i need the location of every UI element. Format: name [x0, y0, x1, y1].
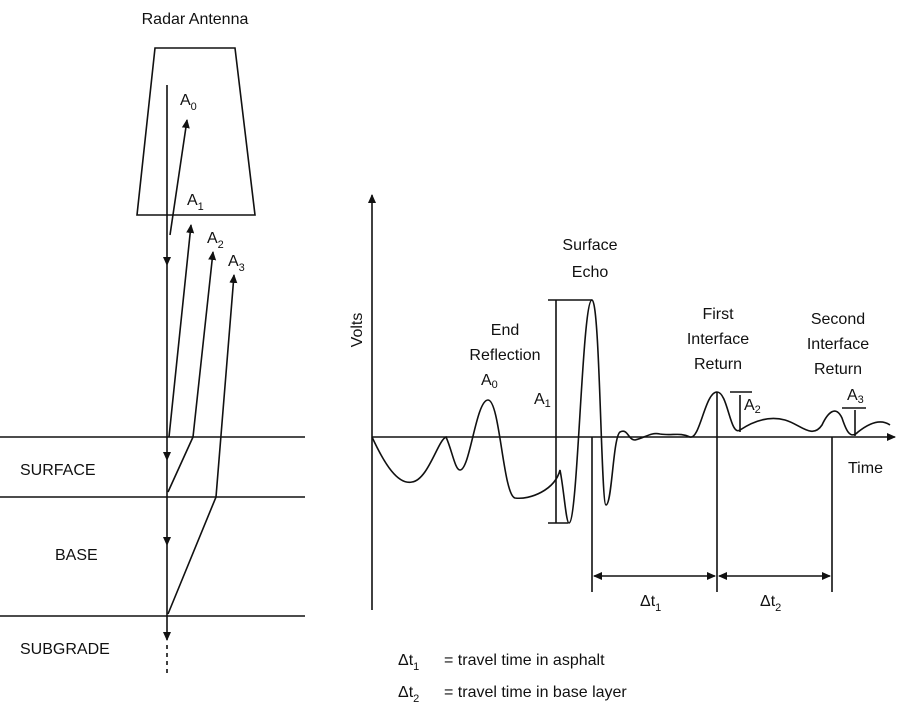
annotation: End Reflection	[469, 322, 540, 364]
amplitude-label: A1	[187, 192, 204, 213]
index: 0	[191, 101, 197, 113]
annotation: First Interface Return	[687, 306, 749, 373]
index: 2	[755, 404, 761, 416]
index: 0	[492, 379, 498, 391]
index: 1	[413, 661, 419, 673]
layer-label: BASE	[55, 547, 98, 564]
index: 2	[775, 602, 781, 614]
index: 1	[198, 201, 204, 213]
annotation-line: End	[491, 322, 519, 339]
layer-label: SUBGRADE	[20, 641, 110, 658]
symbol: Δt	[760, 593, 776, 610]
legend-symbol: Δt1	[398, 652, 419, 673]
y-axis-label: Volts	[349, 313, 366, 348]
symbol: A	[534, 391, 545, 408]
symbol: A	[481, 372, 492, 389]
legend-text: = travel time in base layer	[444, 684, 627, 701]
annotation-line: Reflection	[469, 347, 540, 364]
waveform-trace	[371, 299, 891, 524]
interval-label: Δt1	[640, 593, 661, 614]
ray	[168, 224, 195, 438]
layer-label: SURFACE	[20, 462, 96, 479]
annotation-line: Return	[694, 356, 742, 373]
annotation-line: Echo	[572, 264, 609, 281]
amplitude-label: A1	[534, 391, 551, 410]
symbol: A	[847, 387, 858, 404]
interval-label: Δt2	[760, 593, 781, 614]
amplitude-label: A2	[744, 397, 761, 416]
amplitude-label: A3	[847, 387, 864, 406]
amplitude-label: A0	[481, 372, 498, 391]
symbol: A	[207, 230, 218, 247]
annotation: Surface Echo	[562, 237, 617, 281]
annotation-line: Second	[811, 311, 865, 328]
index: 3	[858, 394, 864, 406]
annotation-line: First	[702, 306, 734, 323]
ray	[167, 274, 238, 615]
annotation-line: Return	[814, 361, 862, 378]
symbol: Δt	[640, 593, 656, 610]
symbol: A	[187, 192, 198, 209]
annotation-line: Surface	[562, 237, 617, 254]
index: 1	[545, 398, 551, 410]
index: 3	[239, 262, 245, 274]
index: 2	[218, 239, 224, 251]
index: 1	[655, 602, 661, 614]
annotation: Second Interface Return	[807, 311, 869, 378]
amplitude-label: A0	[180, 92, 197, 113]
antenna	[136, 47, 256, 216]
legend-symbol: Δt2	[398, 684, 419, 705]
symbol: A	[228, 253, 239, 270]
antenna-title: Radar Antenna	[142, 11, 249, 28]
ray	[167, 251, 217, 493]
annotation-line: Interface	[807, 336, 869, 353]
amplitude-label: A2	[207, 230, 224, 251]
legend-text: = travel time in asphalt	[444, 652, 605, 669]
ray	[169, 119, 190, 236]
x-axis-label: Time	[848, 460, 883, 477]
annotation-line: Interface	[687, 331, 749, 348]
symbol: Δt	[398, 652, 414, 669]
symbol: A	[744, 397, 755, 414]
symbol: Δt	[398, 684, 414, 701]
symbol: A	[180, 92, 191, 109]
amplitude-label: A3	[228, 253, 245, 274]
index: 2	[413, 693, 419, 705]
